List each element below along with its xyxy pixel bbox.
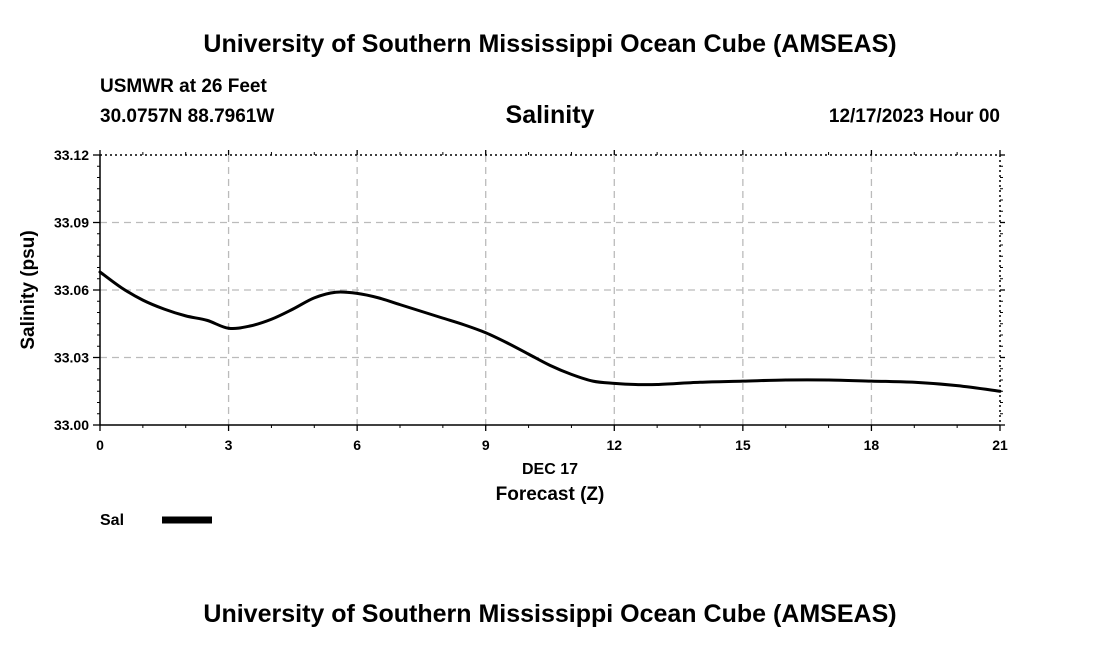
y-tick-label: 33.03 bbox=[54, 350, 89, 366]
y-tick-label: 33.09 bbox=[54, 215, 89, 231]
x-tick-label: 3 bbox=[225, 437, 233, 453]
x-axis-date-label: DEC 17 bbox=[522, 461, 578, 478]
grid-layer bbox=[100, 155, 1000, 425]
footer-title: University of Southern Mississippi Ocean… bbox=[203, 600, 897, 628]
station-coordinates: 30.0757N 88.7961W bbox=[100, 106, 275, 127]
forecast-datetime: 12/17/2023 Hour 00 bbox=[828, 106, 1000, 127]
series-layer bbox=[98, 270, 1002, 393]
x-axis-label: Forecast (Z) bbox=[496, 484, 605, 505]
x-tick-label: 15 bbox=[735, 437, 751, 453]
y-tick-label: 33.06 bbox=[54, 282, 89, 298]
y-tick-label: 33.12 bbox=[54, 147, 89, 163]
x-tick-label: 21 bbox=[992, 437, 1008, 453]
x-tick-label: 0 bbox=[96, 437, 104, 453]
x-tick-label: 18 bbox=[864, 437, 880, 453]
tick-layer: 0 3 6 9 12 15 18 21 33.00 33.03 33.06 33.09 33.12 bbox=[54, 147, 1008, 453]
page-title: University of Southern Mississippi Ocean… bbox=[203, 30, 897, 58]
chart-title: Salinity bbox=[505, 101, 595, 129]
series-line-sal bbox=[98, 270, 1002, 393]
y-axis-label: Salinity (psu) bbox=[18, 230, 39, 349]
x-tick-label: 12 bbox=[606, 437, 622, 453]
x-tick-label: 6 bbox=[353, 437, 361, 453]
station-label: USMWR at 26 Feet bbox=[100, 76, 267, 97]
y-tick-label: 33.00 bbox=[54, 417, 89, 433]
x-tick-label: 9 bbox=[482, 437, 490, 453]
legend-label: Sal bbox=[100, 512, 124, 529]
